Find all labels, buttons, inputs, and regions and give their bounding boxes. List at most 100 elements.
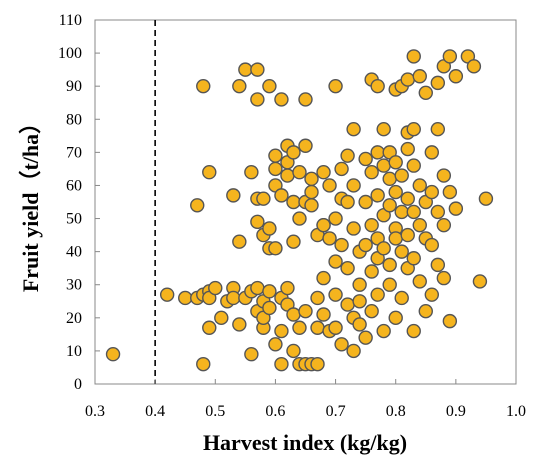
data-point — [406, 251, 421, 266]
data-point — [286, 343, 301, 359]
data-point — [406, 121, 421, 137]
data-point — [274, 356, 289, 372]
data-point — [328, 320, 343, 335]
data-point — [430, 75, 446, 91]
y-tick-label: 50 — [66, 211, 82, 228]
y-axis-title: Fruit yield（t/ha） — [18, 112, 43, 292]
data-point — [370, 78, 385, 94]
data-point — [340, 194, 355, 210]
data-point — [316, 165, 331, 180]
data-point — [250, 280, 265, 296]
data-point — [238, 62, 253, 77]
data-point — [358, 330, 373, 345]
data-point — [304, 171, 319, 187]
data-point — [316, 217, 331, 233]
data-point — [334, 237, 349, 253]
y-tick-label: 80 — [66, 111, 82, 128]
data-point — [250, 214, 265, 230]
data-point — [214, 310, 229, 326]
x-tick-label: 0.4 — [145, 403, 165, 420]
data-point — [412, 178, 427, 193]
data-point — [418, 85, 433, 101]
data-point — [196, 356, 211, 372]
data-point — [298, 92, 313, 107]
data-point — [400, 141, 415, 157]
y-tick-label: 90 — [66, 78, 82, 95]
data-point — [418, 304, 433, 319]
data-point — [406, 158, 421, 173]
data-point — [358, 237, 373, 253]
data-point — [400, 72, 415, 87]
data-point — [358, 151, 373, 167]
plot-area — [94, 19, 517, 385]
data-point — [370, 145, 385, 160]
data-point — [382, 171, 397, 187]
data-point — [262, 221, 277, 236]
data-point — [292, 165, 307, 180]
data-point — [436, 168, 452, 183]
data-point — [478, 191, 494, 206]
data-point — [310, 290, 325, 306]
data-point — [394, 168, 409, 183]
data-point — [394, 290, 409, 306]
data-point — [346, 343, 361, 359]
data-point — [274, 92, 289, 107]
data-point — [430, 257, 446, 273]
data-point — [400, 191, 415, 206]
data-point — [322, 231, 337, 246]
y-tick-label: 40 — [66, 244, 82, 261]
data-point — [364, 165, 379, 180]
data-point — [316, 270, 331, 286]
data-point — [280, 168, 295, 183]
y-tick-label: 10 — [66, 343, 82, 360]
data-point — [364, 304, 379, 319]
data-point — [274, 188, 289, 203]
data-point — [340, 148, 355, 163]
data-point — [448, 69, 464, 84]
data-point — [304, 184, 319, 200]
data-point — [388, 310, 403, 326]
x-tick-label: 0.6 — [265, 403, 285, 420]
data-point — [352, 317, 367, 332]
data-point — [442, 49, 458, 64]
data-point — [352, 294, 367, 309]
data-point — [250, 92, 265, 107]
data-point — [286, 307, 301, 322]
y-tick-label: 20 — [66, 310, 82, 327]
data-point — [196, 78, 211, 94]
y-tick-label: 100 — [58, 45, 82, 62]
data-point — [328, 78, 343, 94]
data-point — [382, 198, 397, 213]
data-point — [334, 161, 349, 177]
data-point — [190, 198, 205, 213]
data-point — [424, 145, 439, 160]
data-point — [232, 78, 247, 94]
data-point — [250, 62, 265, 77]
data-point — [346, 221, 361, 236]
y-tick-label: 70 — [66, 144, 82, 161]
data-point — [244, 165, 259, 180]
data-point — [262, 300, 277, 316]
x-tick-label: 0.7 — [326, 403, 346, 420]
data-point — [232, 234, 247, 249]
data-point — [370, 287, 385, 302]
data-point — [268, 241, 283, 256]
data-point — [412, 274, 427, 289]
x-tick-label: 1.0 — [506, 403, 526, 420]
data-point — [334, 337, 349, 352]
data-point — [352, 277, 367, 292]
data-point — [286, 145, 301, 160]
data-point — [388, 231, 403, 246]
data-point — [328, 287, 343, 302]
data-point — [406, 49, 421, 64]
data-point — [436, 270, 452, 286]
data-point — [310, 320, 325, 335]
data-point — [424, 184, 439, 200]
data-point — [226, 188, 241, 203]
x-axis-title: Harvest index (kg/kg) — [203, 430, 407, 455]
data-point — [370, 188, 385, 203]
data-point — [268, 337, 283, 352]
data-point — [298, 138, 313, 153]
data-point — [178, 290, 193, 306]
